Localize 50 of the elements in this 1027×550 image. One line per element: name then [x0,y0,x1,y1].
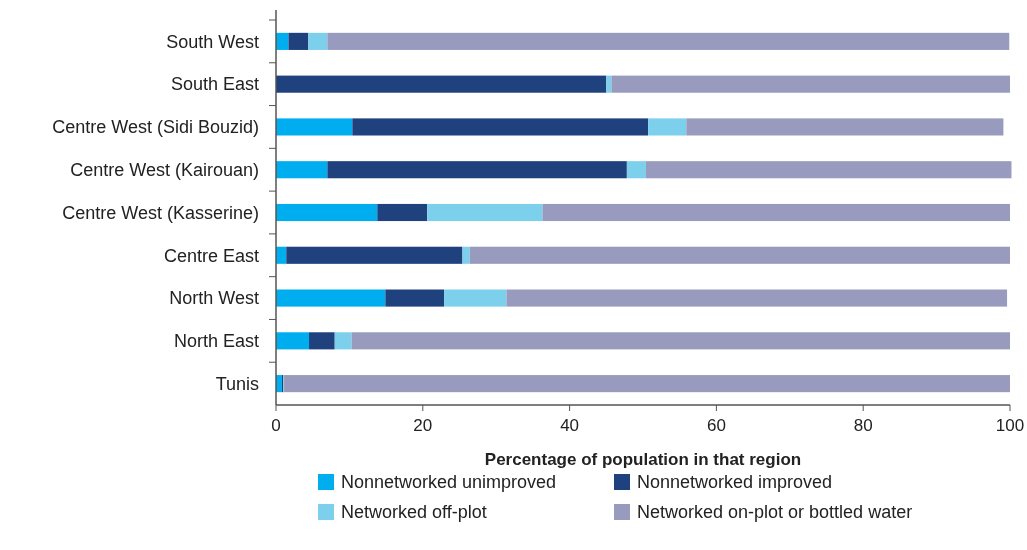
bar [469,246,1010,264]
y-tick-label: South East [170,74,259,95]
bar [276,203,378,222]
bar [611,75,1010,93]
legend-label: Networked on-plot or bottled water [637,502,913,523]
bar [309,332,335,350]
bar [308,32,328,50]
x-tick-label: 40 [560,416,580,435]
bar [327,161,627,179]
bar [352,118,649,136]
y-tick-label: Centre West (Sidi Bouzid) [52,117,259,138]
bar [377,203,428,222]
y-tick-label: Tunis [215,373,259,394]
bar [284,375,1010,393]
bar [686,118,1004,136]
x-tick-label: 100 [995,416,1025,435]
y-tick-label: North East [173,331,259,352]
x-tick-label: 0 [271,416,281,435]
bar [327,32,1010,50]
bar [648,118,687,136]
y-tick-label: South West [166,31,259,52]
bar [276,161,328,179]
x-tick-label: 80 [853,416,873,435]
bar [626,161,646,179]
y-tick-label: North West [169,288,259,309]
x-tick-label: 60 [706,416,726,435]
bar [286,246,463,264]
x-tick-label: 20 [413,416,433,435]
bar [288,32,309,50]
y-tick-label: Centre West (Kairouan) [70,160,259,181]
legend-label: Nonnetworked unimproved [341,472,557,493]
bar [334,332,352,350]
y-tick-label: Centre West (Kasserine) [62,202,259,223]
bar [645,161,1012,179]
bar [276,289,386,307]
bar [462,246,470,264]
bar [506,289,1008,307]
y-tick-label: Centre East [163,245,259,266]
x-axis-title: Percentage of population in that region [484,450,802,469]
legend-label: Networked off-plot [341,502,487,523]
bar [276,75,607,93]
bar [606,75,612,93]
bar [351,332,1010,350]
bar [444,289,507,307]
bar [542,203,1010,222]
bar [427,203,543,222]
bar [276,118,353,136]
bar [385,289,445,307]
legend-label: Nonnetworked improved [637,472,833,493]
bar [276,332,310,350]
